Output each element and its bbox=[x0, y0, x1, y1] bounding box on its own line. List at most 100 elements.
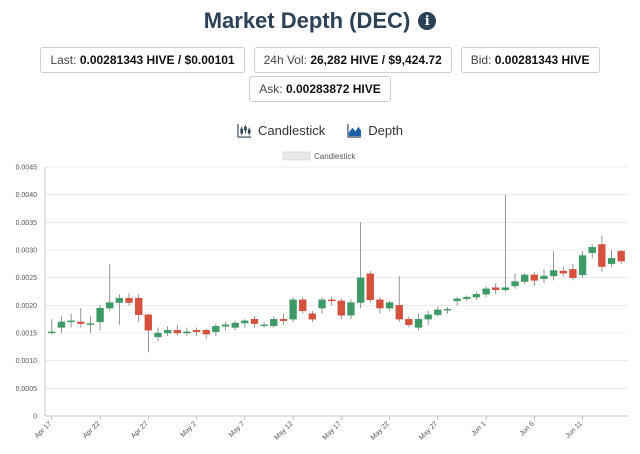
candle-up bbox=[424, 314, 432, 320]
last-price-stat: Last: 0.00281343 HIVE / $0.00101 bbox=[40, 47, 245, 73]
candle-down bbox=[376, 299, 384, 309]
candle-down bbox=[308, 313, 317, 320]
candle-up bbox=[106, 302, 114, 309]
candle-up bbox=[183, 331, 191, 334]
candle-down bbox=[598, 244, 606, 267]
y-tick-label: 0.0035 bbox=[16, 220, 38, 227]
chart-type-tabs: Candlestick Depth bbox=[0, 123, 640, 138]
candle-up bbox=[154, 332, 162, 338]
x-tick-label: May 17 bbox=[322, 420, 343, 441]
x-tick-label: Apr 27 bbox=[130, 420, 150, 440]
candle-down bbox=[135, 297, 143, 315]
candle-down bbox=[173, 330, 181, 334]
candle-down bbox=[405, 318, 413, 325]
market-stats-row-2: Ask: 0.00283872 HIVE bbox=[0, 76, 640, 102]
candle-up bbox=[289, 299, 297, 320]
candle-up bbox=[318, 299, 326, 309]
tab-candlestick[interactable]: Candlestick bbox=[237, 123, 325, 138]
candle-down bbox=[328, 299, 336, 302]
y-tick-label: 0.0025 bbox=[16, 275, 38, 282]
candle-up bbox=[607, 258, 616, 265]
candle-up bbox=[356, 277, 365, 303]
candle-up bbox=[434, 309, 442, 315]
chart-grid bbox=[45, 166, 628, 417]
x-axis: Apr 17 Apr 22 Apr 27 May 2 May 7 May 12 May 17… bbox=[34, 415, 628, 442]
candle-down bbox=[144, 314, 152, 331]
y-tick-label: 0.0020 bbox=[16, 303, 38, 310]
volume-label: 24h Vol: bbox=[263, 53, 307, 67]
title-row: Market Depth (DEC) i bbox=[0, 8, 640, 34]
last-label: Last: bbox=[50, 53, 77, 67]
last-value: 0.00281343 HIVE / $0.00101 bbox=[79, 53, 235, 67]
y-tick-label: 0.0045 bbox=[16, 165, 38, 172]
x-tick-label: Jun 11 bbox=[565, 420, 585, 440]
candle-down bbox=[125, 297, 133, 303]
x-tick-label: May 12 bbox=[273, 420, 294, 441]
candle-up bbox=[501, 287, 510, 291]
info-icon[interactable]: i bbox=[418, 12, 437, 30]
candle-up bbox=[463, 296, 471, 299]
tab-depth-label: Depth bbox=[368, 123, 403, 138]
x-tick-label: Apr 22 bbox=[82, 420, 102, 440]
candle-up bbox=[57, 321, 66, 328]
y-tick-label: 0.0010 bbox=[16, 358, 38, 365]
y-tick-label: 0.0030 bbox=[16, 248, 38, 255]
candle-up bbox=[212, 326, 220, 333]
candle-up bbox=[549, 270, 558, 277]
y-tick-label: 0.0040 bbox=[16, 192, 38, 199]
legend-swatch bbox=[282, 151, 311, 161]
bid-value: 0.00281343 HIVE bbox=[494, 53, 590, 67]
ask-stat: Ask: 0.00283872 HIVE bbox=[249, 76, 391, 102]
y-axis: 0 0.0005 0.0010 0.0015 0.0020 0.0025 0.0030 0.0… bbox=[16, 165, 46, 421]
market-stats-row: Last: 0.00281343 HIVE / $0.00101 24h Vol… bbox=[0, 47, 640, 73]
candle-down bbox=[559, 270, 567, 274]
candle-up bbox=[414, 318, 423, 328]
candle-up bbox=[260, 324, 268, 326]
chart-legend[interactable]: Candlestick bbox=[282, 151, 356, 161]
candlestick-chart-icon bbox=[237, 123, 252, 138]
candle-down bbox=[530, 274, 538, 281]
tab-depth[interactable]: Depth bbox=[347, 123, 403, 138]
y-tick-label: 0 bbox=[33, 414, 37, 421]
ask-value: 0.00283872 HIVE bbox=[285, 82, 381, 96]
tab-candlestick-label: Candlestick bbox=[258, 123, 326, 138]
candle-up bbox=[221, 324, 230, 327]
candle-up bbox=[347, 302, 355, 316]
legend-label: Candlestick bbox=[314, 152, 356, 161]
x-tick-label: May 22 bbox=[370, 420, 391, 441]
candle-up bbox=[540, 275, 548, 279]
area-chart-icon bbox=[347, 123, 362, 138]
y-tick-label: 0.0015 bbox=[16, 331, 38, 338]
candle-down bbox=[337, 300, 345, 316]
candle-up bbox=[472, 294, 481, 298]
candle-up bbox=[115, 297, 124, 303]
bid-stat: Bid: 0.00281343 HIVE bbox=[460, 47, 600, 73]
candle-up bbox=[521, 274, 529, 282]
candle-down bbox=[77, 321, 85, 324]
candle-down bbox=[279, 318, 288, 322]
candle-up bbox=[241, 320, 249, 324]
volume-value: 26,282 HIVE / $9,424.72 bbox=[310, 53, 442, 67]
volume-stat: 24h Vol: 26,282 HIVE / $9,424.72 bbox=[253, 47, 452, 73]
candle-up bbox=[163, 330, 172, 334]
ask-label: Ask: bbox=[259, 82, 283, 96]
candle-down bbox=[492, 287, 500, 291]
candle-up bbox=[511, 281, 519, 287]
candle-down bbox=[202, 330, 210, 335]
candle-up bbox=[96, 307, 104, 323]
candle-up bbox=[86, 323, 95, 325]
x-tick-label: Jun 6 bbox=[519, 420, 536, 437]
candle-up bbox=[482, 288, 490, 295]
candle-down bbox=[395, 305, 403, 320]
y-tick-label: 0.0005 bbox=[16, 386, 38, 393]
bid-label: Bid: bbox=[470, 53, 492, 67]
candle-up bbox=[270, 318, 278, 327]
candle-up bbox=[443, 309, 452, 311]
candle-down bbox=[192, 330, 201, 333]
x-tick-label: May 2 bbox=[180, 420, 199, 439]
candle-up bbox=[67, 320, 75, 323]
candle-down bbox=[250, 318, 259, 324]
candle-down bbox=[617, 250, 625, 262]
x-tick-label: May 27 bbox=[418, 420, 439, 441]
